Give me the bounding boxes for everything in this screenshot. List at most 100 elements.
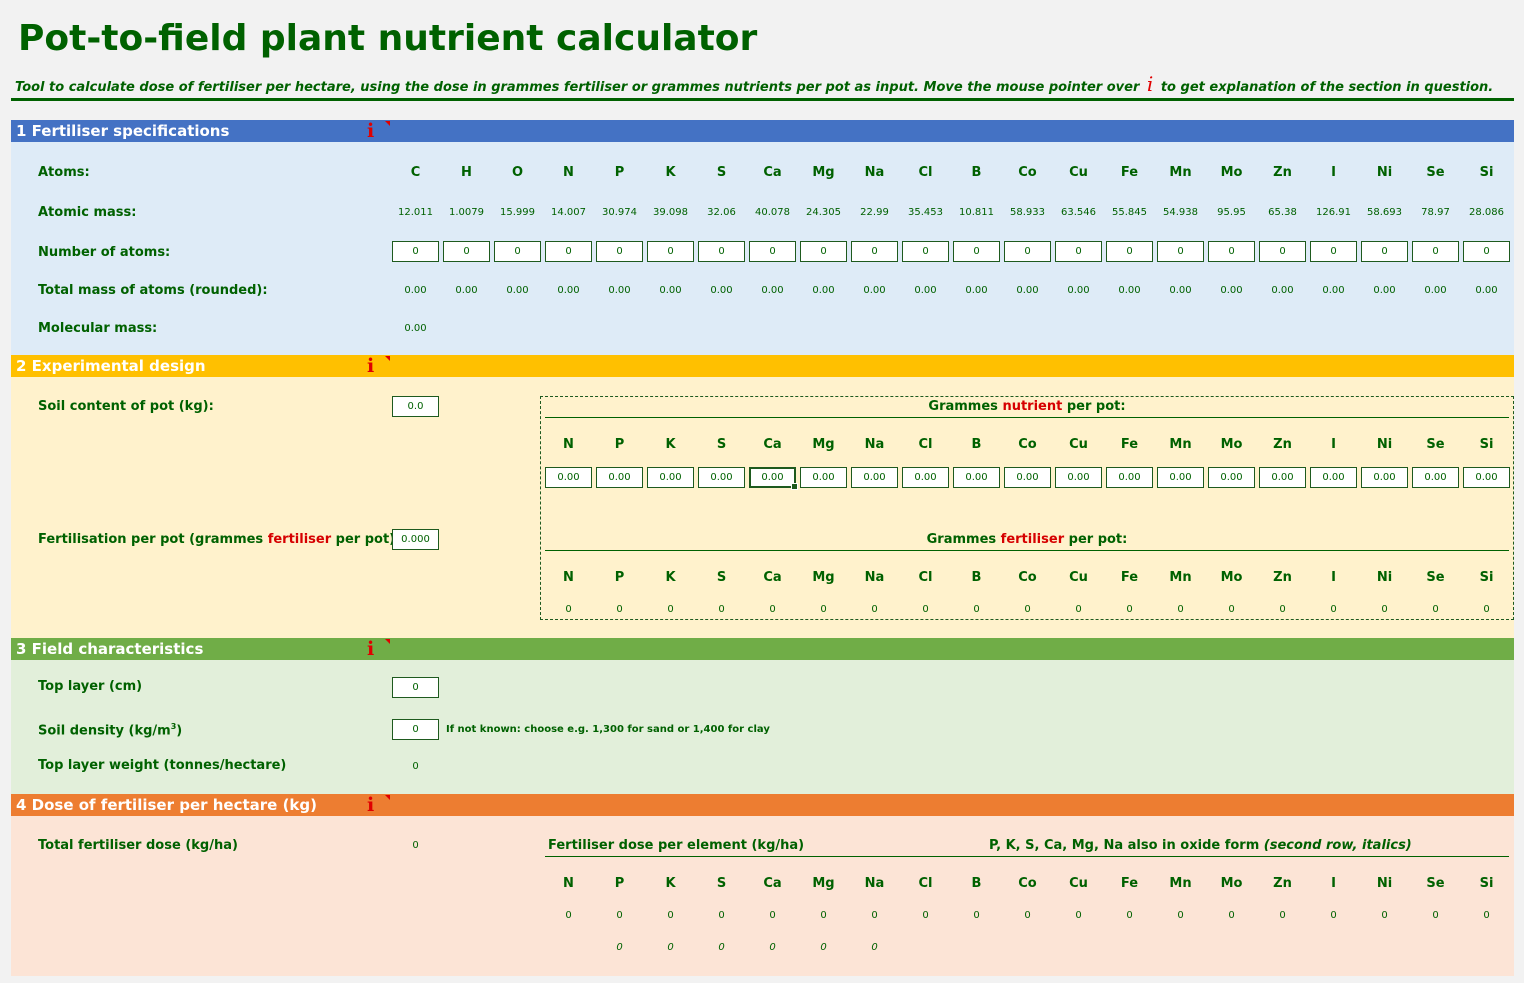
atom-count-input[interactable]: 0 — [1310, 241, 1357, 262]
nutrient-per-pot-input[interactable]: 0.00 — [1004, 467, 1051, 488]
atom-count-input[interactable]: 0 — [1055, 241, 1102, 262]
section-4-info-icon[interactable]: i — [367, 794, 391, 816]
atom-total-mass: 0.00 — [608, 285, 631, 296]
nutrient-per-pot-heading: Grammes nutrient per pot: — [545, 399, 1509, 414]
element-header: Cu — [1069, 876, 1088, 891]
atom-count-input[interactable]: 0 — [494, 241, 541, 262]
top-layer-input[interactable]: 0 — [392, 677, 439, 698]
nutrient-per-pot-input[interactable]: 0.00 — [902, 467, 949, 488]
atom-count-input[interactable]: 0 — [800, 241, 847, 262]
nutrient-per-pot-input[interactable]: 0.00 — [1259, 467, 1306, 488]
nutrient-header: S — [716, 437, 727, 452]
top-layer-label: Top layer (cm) — [38, 679, 143, 694]
atom-symbol: Si — [1479, 165, 1494, 180]
atom-count-input[interactable]: 0 — [392, 241, 439, 262]
fert-head-text: Grammes — [926, 532, 1001, 547]
soil-density-input[interactable]: 0 — [392, 719, 439, 740]
section-4-title: 4 Dose of fertiliser per hectare (kg) — [16, 796, 317, 814]
fertiliser-per-pot-value: 0 — [1381, 604, 1388, 615]
nutrient-head-end: per pot: — [1062, 399, 1126, 414]
nutrient-per-pot-input[interactable]: 0.00 — [800, 467, 847, 488]
section-2-info-icon[interactable]: i — [367, 355, 391, 377]
atom-count-input[interactable]: 0 — [545, 241, 592, 262]
soil-content-input[interactable]: 0.0 — [392, 396, 439, 417]
atom-count-input[interactable]: 0 — [647, 241, 694, 262]
nutrient-header: Co — [1018, 437, 1037, 452]
atom-count-input[interactable]: 0 — [1259, 241, 1306, 262]
element-dose-value: 0 — [1024, 910, 1031, 921]
atom-total-mass: 0.00 — [1220, 285, 1243, 296]
fertiliser-per-pot-value: 0 — [1228, 604, 1235, 615]
atom-count-input[interactable]: 0 — [902, 241, 949, 262]
nutrient-header: I — [1331, 437, 1336, 452]
nutrient-header: I — [1331, 570, 1336, 585]
atom-symbol: Na — [864, 165, 885, 180]
fert-label-text: Fertilisation per pot (grammes — [38, 532, 268, 547]
section-1-header: 1 Fertiliser specifications i — [11, 120, 1514, 142]
fertilisation-per-pot-input[interactable]: 0.000 — [392, 529, 439, 550]
nutrient-header: Si — [1479, 570, 1494, 585]
atom-count-input[interactable]: 0 — [749, 241, 796, 262]
atom-total-mass: 0.00 — [1475, 285, 1498, 296]
element-dose-value: 0 — [1330, 910, 1337, 921]
atom-count-input[interactable]: 0 — [1106, 241, 1153, 262]
element-dose-value: 0 — [565, 910, 572, 921]
section-3-info-icon[interactable]: i — [367, 638, 391, 660]
atom-total-mass: 0.00 — [1424, 285, 1447, 296]
nutrient-per-pot-input[interactable]: 0.00 — [1412, 467, 1459, 488]
nutrient-per-pot-input[interactable]: 0.00 — [851, 467, 898, 488]
nutrient-header: Fe — [1120, 437, 1139, 452]
atom-count-input[interactable]: 0 — [953, 241, 1000, 262]
atom-count-input[interactable]: 0 — [1004, 241, 1051, 262]
total-mass-label: Total mass of atoms (rounded): — [38, 283, 268, 298]
fertiliser-per-pot-heading: Grammes fertiliser per pot: — [545, 532, 1509, 547]
oxide-dose-value: 0 — [871, 942, 878, 953]
nutrient-per-pot-input[interactable]: 0.00 — [647, 467, 694, 488]
oxide-dose-value: 0 — [667, 942, 674, 953]
nutrient-header: Mn — [1169, 437, 1192, 452]
atomic-mass-value: 28.086 — [1469, 207, 1504, 218]
atom-total-mass: 0.00 — [455, 285, 478, 296]
atom-total-mass: 0.00 — [1169, 285, 1192, 296]
atom-count-input[interactable]: 0 — [443, 241, 490, 262]
atom-count-input[interactable]: 0 — [1412, 241, 1459, 262]
nutrient-per-pot-input[interactable]: 0.00 — [1157, 467, 1204, 488]
atom-count-input[interactable]: 0 — [1208, 241, 1255, 262]
nutrient-per-pot-input[interactable]: 0.00 — [1361, 467, 1408, 488]
atom-total-mass: 0.00 — [1067, 285, 1090, 296]
element-header: B — [971, 876, 982, 891]
fertiliser-per-pot-value: 0 — [820, 604, 827, 615]
nutrient-per-pot-input[interactable]: 0.00 — [1463, 467, 1510, 488]
section-1-info-icon[interactable]: i — [367, 120, 391, 142]
nutrient-per-pot-input[interactable]: 0.00 — [1055, 467, 1102, 488]
nutrient-per-pot-input[interactable]: 0.00 — [698, 467, 745, 488]
atom-count-input[interactable]: 0 — [596, 241, 643, 262]
fertiliser-per-pot-value: 0 — [769, 604, 776, 615]
element-header: I — [1331, 876, 1336, 891]
atomic-mass-value: 14.007 — [551, 207, 586, 218]
atomic-mass-value: 40.078 — [755, 207, 790, 218]
nutrient-per-pot-input[interactable]: 0.00 — [749, 467, 798, 490]
fertiliser-per-pot-value: 0 — [973, 604, 980, 615]
nutrient-per-pot-input[interactable]: 0.00 — [545, 467, 592, 488]
nutrient-per-pot-input[interactable]: 0.00 — [596, 467, 643, 488]
nutrient-header: Mo — [1220, 437, 1243, 452]
atom-symbol: Mo — [1220, 165, 1243, 180]
nutrient-header: B — [971, 437, 982, 452]
atom-symbol: Zn — [1273, 165, 1292, 180]
atom-count-input[interactable]: 0 — [1361, 241, 1408, 262]
page-title: Pot-to-field plant nutrient calculator — [18, 18, 758, 59]
atom-count-input[interactable]: 0 — [1463, 241, 1510, 262]
atom-count-input[interactable]: 0 — [1157, 241, 1204, 262]
atomic-mass-value: 32.06 — [707, 207, 736, 218]
nutrient-per-pot-input[interactable]: 0.00 — [1106, 467, 1153, 488]
oxide-dose-value: 0 — [769, 942, 776, 953]
atom-count-input[interactable]: 0 — [851, 241, 898, 262]
atomic-mass-value: 58.693 — [1367, 207, 1402, 218]
nutrient-per-pot-input[interactable]: 0.00 — [1208, 467, 1255, 488]
oxide-dose-value: 0 — [718, 942, 725, 953]
nutrient-per-pot-input[interactable]: 0.00 — [1310, 467, 1357, 488]
element-header: S — [716, 876, 727, 891]
atom-count-input[interactable]: 0 — [698, 241, 745, 262]
nutrient-per-pot-input[interactable]: 0.00 — [953, 467, 1000, 488]
